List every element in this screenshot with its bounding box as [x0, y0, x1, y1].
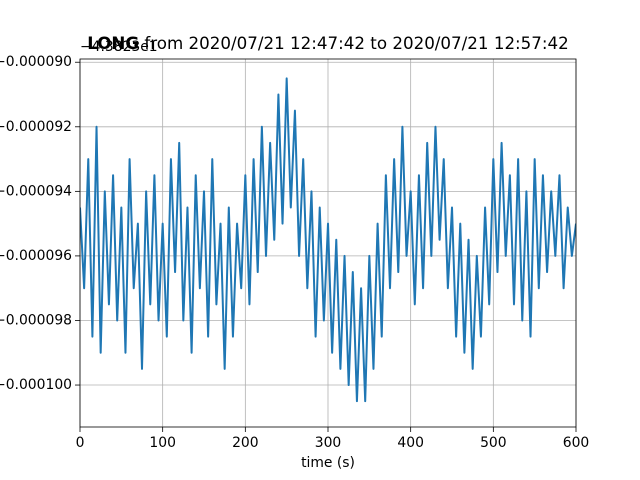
title-bold: LONG [87, 33, 139, 53]
y-tick-label: −0.000096 [0, 248, 72, 264]
y-tick-label: −0.000090 [0, 54, 72, 70]
data-line [80, 77, 576, 403]
title-rest: from 2020/07/21 12:47:42 to 2020/07/21 1… [144, 33, 568, 53]
y-offset-label: −4.3823e1 [80, 39, 158, 55]
x-tick-label: 500 [480, 435, 507, 451]
x-tick-label: 100 [149, 435, 176, 451]
x-tick-label: 600 [563, 435, 590, 451]
x-axis-label: time (s) [301, 455, 355, 471]
chart-title: LONG from 2020/07/21 12:47:42 to 2020/07… [87, 33, 569, 53]
y-tick-label: −0.000100 [0, 377, 72, 393]
plot-frame [79, 58, 577, 428]
y-tick-label: −0.000094 [0, 183, 72, 199]
x-tick-label: 200 [232, 435, 259, 451]
y-tick-label: −0.000098 [0, 312, 72, 328]
x-tick-label: 0 [76, 435, 85, 451]
y-tick-label: −0.000092 [0, 119, 72, 135]
x-tick-label: 400 [397, 435, 424, 451]
x-tick-label: 300 [315, 435, 342, 451]
